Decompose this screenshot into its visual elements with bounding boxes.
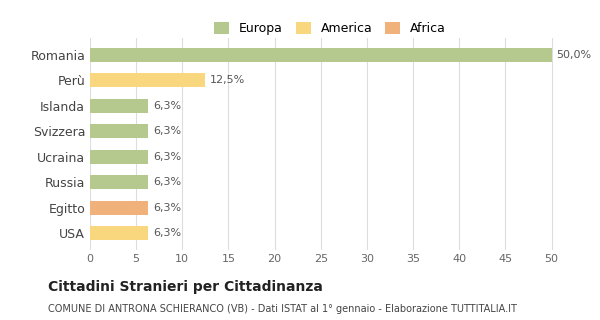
Bar [90, 175, 148, 189]
Text: Cittadini Stranieri per Cittadinanza: Cittadini Stranieri per Cittadinanza [48, 280, 323, 294]
Bar [90, 124, 148, 138]
Text: 6,3%: 6,3% [153, 152, 181, 162]
Text: 6,3%: 6,3% [153, 177, 181, 187]
Bar [90, 150, 148, 164]
Bar [90, 99, 148, 113]
Text: 6,3%: 6,3% [153, 203, 181, 212]
Text: 6,3%: 6,3% [153, 228, 181, 238]
Text: 50,0%: 50,0% [556, 50, 591, 60]
Bar [90, 73, 205, 87]
Text: 12,5%: 12,5% [210, 76, 245, 85]
Bar [90, 226, 148, 240]
Bar [90, 201, 148, 215]
Text: 6,3%: 6,3% [153, 101, 181, 111]
Bar [90, 48, 551, 62]
Text: 6,3%: 6,3% [153, 126, 181, 136]
Legend: Europa, America, Africa: Europa, America, Africa [209, 17, 451, 40]
Text: COMUNE DI ANTRONA SCHIERANCO (VB) - Dati ISTAT al 1° gennaio - Elaborazione TUTT: COMUNE DI ANTRONA SCHIERANCO (VB) - Dati… [48, 304, 517, 314]
